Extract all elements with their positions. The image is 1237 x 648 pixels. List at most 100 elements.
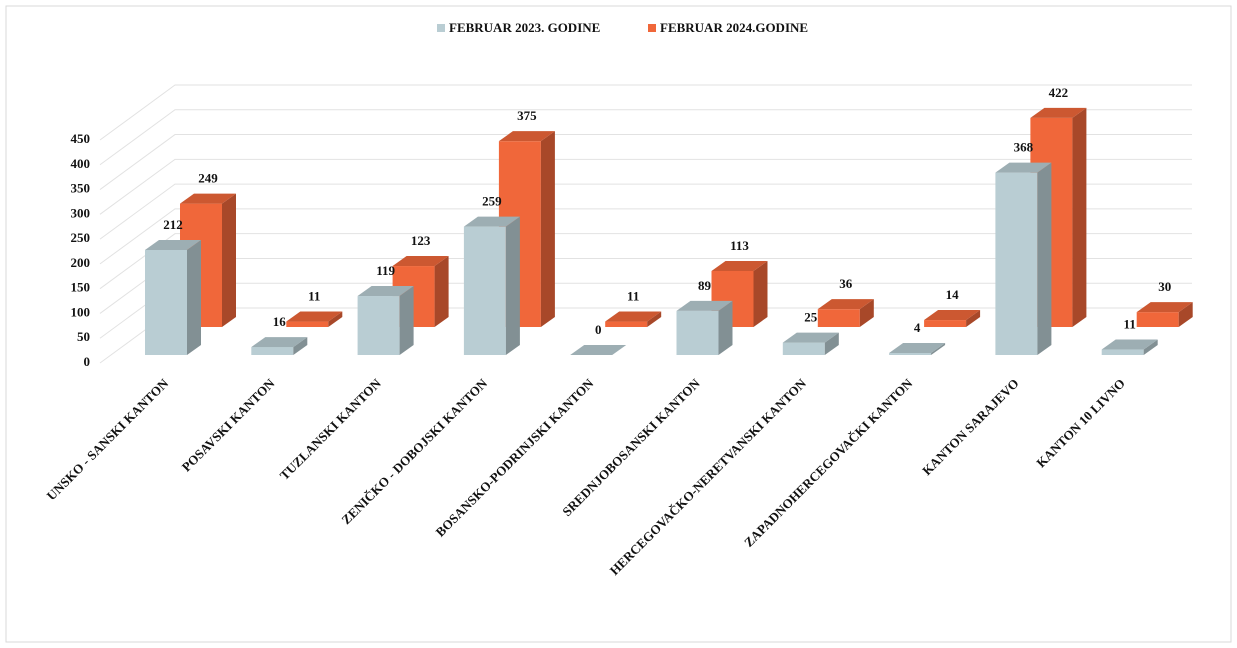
bar: [570, 345, 627, 355]
bar-side: [434, 256, 449, 327]
bar-side: [824, 332, 839, 355]
bar-top: [676, 300, 733, 311]
bar: [145, 239, 201, 355]
bar-top: [251, 337, 308, 348]
y-tick-label: 200: [71, 255, 91, 270]
bar-top: [498, 131, 555, 142]
y-tick-label: 400: [71, 156, 91, 171]
bar-front: [995, 172, 1038, 355]
y-tick-label: 100: [71, 304, 91, 319]
bar: [251, 337, 308, 355]
bar-top: [711, 261, 768, 272]
bar-top: [924, 310, 981, 321]
grid-line: [99, 158, 1192, 215]
value-label: 11: [627, 289, 639, 304]
bar-front: [924, 320, 967, 327]
bar: [286, 311, 343, 327]
legend-label: FEBRUAR 2024.GODINE: [660, 20, 808, 35]
bar-top: [1136, 302, 1193, 313]
value-label: 375: [517, 108, 537, 123]
value-label: 36: [839, 276, 853, 291]
bar-top: [995, 162, 1052, 173]
value-label: 4: [914, 320, 921, 335]
value-label: 259: [482, 194, 502, 209]
value-label: 25: [804, 310, 818, 325]
bar-front: [463, 226, 506, 355]
bar-top: [570, 345, 627, 355]
value-label: 123: [411, 233, 431, 248]
bar-top: [180, 193, 236, 204]
bar-top: [463, 216, 520, 227]
bar-side: [328, 311, 343, 327]
bar-side: [931, 343, 946, 355]
value-label: 30: [1158, 279, 1171, 294]
bar: [889, 343, 946, 355]
bar-side: [399, 286, 414, 355]
y-tick-label: 350: [71, 181, 91, 196]
legend-label: FEBRUAR 2023. GODINE: [449, 20, 600, 35]
bar-front: [251, 347, 294, 355]
value-label: 249: [198, 171, 218, 186]
bar-front: [145, 249, 187, 355]
value-label: 119: [376, 263, 395, 278]
value-label: 89: [698, 278, 712, 293]
value-label: 0: [595, 322, 602, 337]
bar: [605, 311, 662, 327]
bar-front: [1101, 349, 1144, 355]
bar-side: [187, 239, 201, 355]
bar-front: [1136, 312, 1179, 327]
bar-top: [392, 256, 449, 267]
bar-front: [286, 321, 329, 327]
value-label: 14: [946, 287, 960, 302]
bar-side: [293, 337, 308, 355]
bar-side: [859, 299, 874, 327]
bar-top: [817, 299, 874, 310]
y-tick-label: 450: [71, 131, 91, 146]
bar-side: [1072, 107, 1087, 328]
legend-swatch: [648, 24, 656, 32]
bar-front: [676, 310, 719, 355]
bar-top: [889, 343, 946, 354]
value-label: 113: [730, 238, 749, 253]
bar-top: [357, 286, 414, 297]
bar-side: [540, 131, 555, 327]
y-tick-label: 300: [71, 205, 91, 220]
y-tick-label: 150: [71, 280, 91, 295]
bar-top: [605, 311, 662, 322]
bar: [817, 299, 874, 327]
bar-top: [1030, 107, 1087, 118]
y-tick-label: 0: [84, 354, 91, 369]
bar: [995, 162, 1052, 355]
value-label: 422: [1049, 85, 1069, 100]
grid-line: [99, 134, 1192, 190]
value-label: 368: [1014, 140, 1034, 155]
bar: [676, 300, 733, 355]
bar-front: [889, 353, 932, 355]
bar: [782, 332, 839, 355]
bar-top: [782, 332, 839, 343]
grid-line: [99, 109, 1192, 166]
grid-line: [99, 183, 1192, 240]
legend-swatch: [437, 24, 445, 32]
bar-side: [718, 300, 733, 355]
bar-front: [817, 309, 860, 327]
bar-side: [1037, 162, 1052, 355]
bar: [924, 310, 981, 327]
grid-line: [99, 233, 1192, 290]
bar-side: [966, 310, 981, 327]
y-tick-label: 250: [71, 230, 91, 245]
bar-side: [647, 311, 662, 327]
bar: [1101, 339, 1158, 355]
bar-top: [1101, 339, 1158, 350]
bar-top: [145, 239, 201, 250]
bar-side: [222, 193, 236, 327]
value-label: 212: [163, 217, 183, 232]
bar-side: [1178, 302, 1193, 327]
bar-side: [505, 216, 520, 355]
value-label: 11: [308, 289, 320, 304]
value-label: 11: [1124, 317, 1136, 332]
bar-side: [1143, 339, 1158, 355]
grid-line: [99, 84, 1192, 141]
bar-front: [782, 342, 825, 355]
